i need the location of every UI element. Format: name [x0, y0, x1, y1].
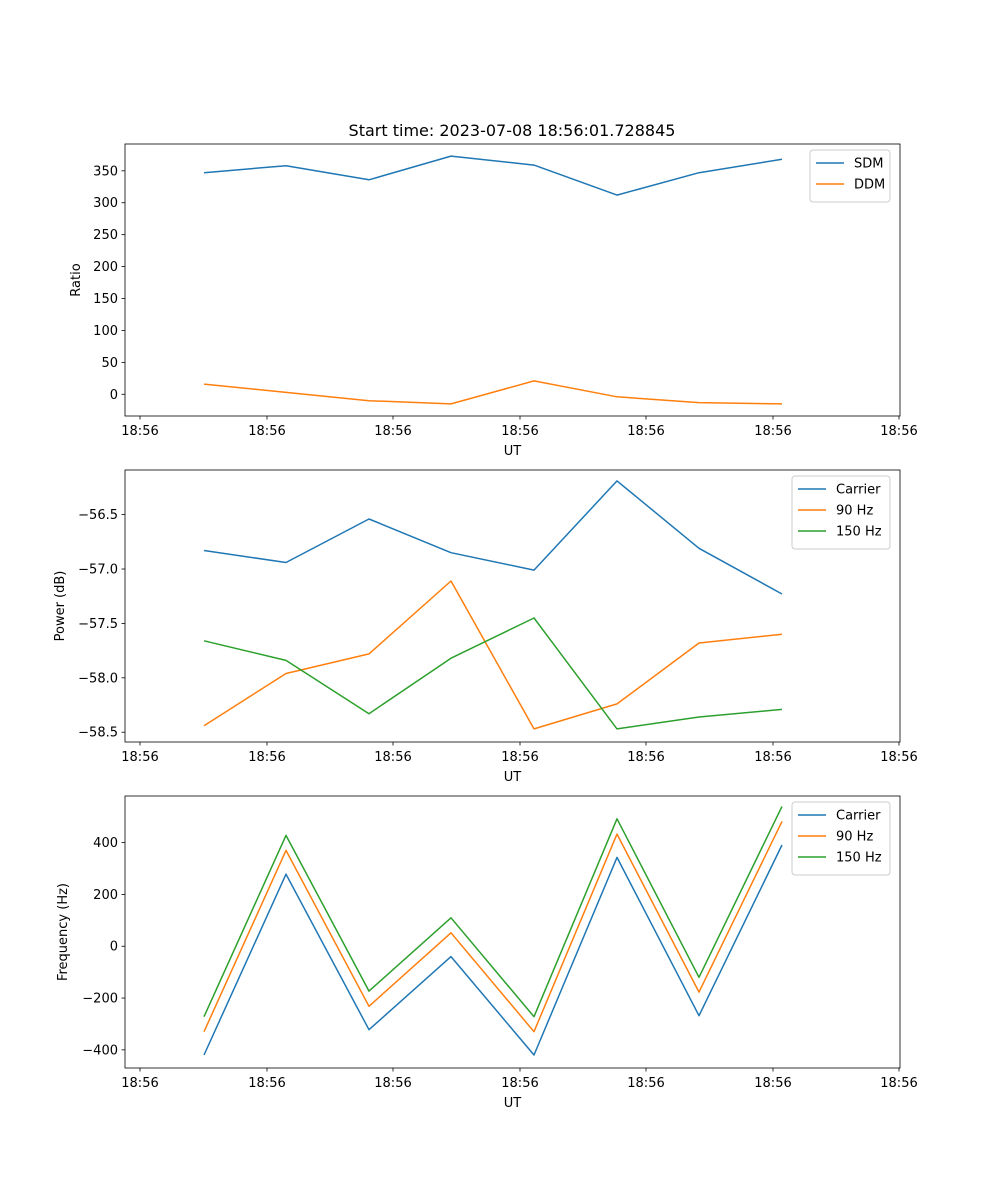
x-tick-label: 18:56 — [248, 424, 285, 439]
legend-label: SDM — [854, 157, 883, 172]
x-tick-label: 18:56 — [754, 750, 791, 765]
legend-label: Carrier — [836, 809, 881, 824]
x-tick-label: 18:56 — [121, 750, 158, 765]
x-tick-label: 18:56 — [374, 424, 411, 439]
x-tick-label: 18:56 — [248, 1076, 285, 1091]
figure-title: Start time: 2023-07-08 18:56:01.728845 — [349, 121, 676, 140]
y-tick-label: 200 — [93, 888, 118, 903]
legend-label: Carrier — [836, 483, 881, 498]
x-tick-label: 18:56 — [501, 424, 538, 439]
x-axis-label: UT — [504, 770, 522, 785]
series-line-carrier — [203, 480, 783, 595]
series-line-carrier — [203, 844, 783, 1056]
y-tick-label: 300 — [93, 196, 118, 211]
series-line-sdm — [203, 155, 783, 196]
series-line-90-hz — [203, 821, 783, 1033]
chart-panel-3: −400 −200 0 200 400 18:56 18:56 18:56 18:56 18:56… — [56, 795, 918, 1111]
legend-label: 90 Hz — [836, 504, 873, 519]
x-tick-label: 18:56 — [248, 750, 285, 765]
y-tick-label: −200 — [82, 992, 118, 1007]
x-tick-label: 18:56 — [880, 1076, 917, 1091]
x-tick-label: 18:56 — [754, 424, 791, 439]
x-tick-label: 18:56 — [121, 424, 158, 439]
y-tick-label: −57.5 — [78, 617, 118, 632]
x-tick-label: 18:56 — [880, 424, 917, 439]
plot-frame — [124, 795, 901, 1069]
x-tick-label: 18:56 — [880, 750, 917, 765]
y-tick-label: 200 — [93, 260, 118, 275]
y-tick-label: 0 — [110, 388, 118, 403]
y-tick-label: 350 — [93, 164, 118, 179]
x-tick-label: 18:56 — [627, 424, 664, 439]
x-tick-label: 18:56 — [627, 750, 664, 765]
x-axis-label: UT — [504, 444, 522, 459]
legend: SDM DDM — [809, 149, 891, 203]
x-tick-label: 18:56 — [754, 1076, 791, 1091]
x-tick-label: 18:56 — [374, 1076, 411, 1091]
y-tick-label: −56.5 — [78, 508, 118, 523]
chart-panel-2: −58.5 −58.0 −57.5 −57.0 −56.5 18:56 18:56 18:56… — [53, 469, 918, 785]
y-tick-label: 150 — [93, 292, 118, 307]
legend-label: DDM — [854, 178, 885, 193]
series-line-150-hz — [203, 617, 783, 730]
y-tick-label: 400 — [93, 836, 118, 851]
y-tick-label: −57.0 — [78, 563, 118, 578]
x-tick-label: 18:56 — [121, 1076, 158, 1091]
y-axis-label: Ratio — [69, 263, 84, 296]
y-tick-label: 250 — [93, 228, 118, 243]
plot-frame — [124, 143, 901, 417]
x-tick-label: 18:56 — [501, 1076, 538, 1091]
y-tick-label: 50 — [101, 356, 118, 371]
series-line-90-hz — [203, 580, 783, 730]
x-tick-label: 18:56 — [501, 750, 538, 765]
legend-label: 150 Hz — [836, 851, 882, 866]
y-tick-label: −58.5 — [78, 726, 118, 741]
y-tick-label: −58.0 — [78, 671, 118, 686]
legend-label: 150 Hz — [836, 525, 882, 540]
y-tick-label: 0 — [110, 940, 118, 955]
y-axis-label: Power (dB) — [53, 571, 68, 642]
y-tick-label: −400 — [82, 1043, 118, 1058]
series-line-150-hz — [203, 806, 783, 1018]
plot-frame — [124, 469, 901, 743]
legend-label: 90 Hz — [836, 830, 873, 845]
y-axis-label: Frequency (Hz) — [56, 883, 71, 981]
x-tick-label: 18:56 — [374, 750, 411, 765]
legend: Carrier 90 Hz 150 Hz — [791, 475, 891, 550]
y-tick-label: 100 — [93, 324, 118, 339]
x-axis-label: UT — [504, 1096, 522, 1111]
legend: Carrier 90 Hz 150 Hz — [791, 801, 891, 876]
x-tick-label: 18:56 — [627, 1076, 664, 1091]
chart-panel-1: 0 50 100 150 200 250 300 350 18:56 18:56 18:56 18:5… — [69, 143, 918, 459]
series-line-ddm — [203, 380, 783, 405]
